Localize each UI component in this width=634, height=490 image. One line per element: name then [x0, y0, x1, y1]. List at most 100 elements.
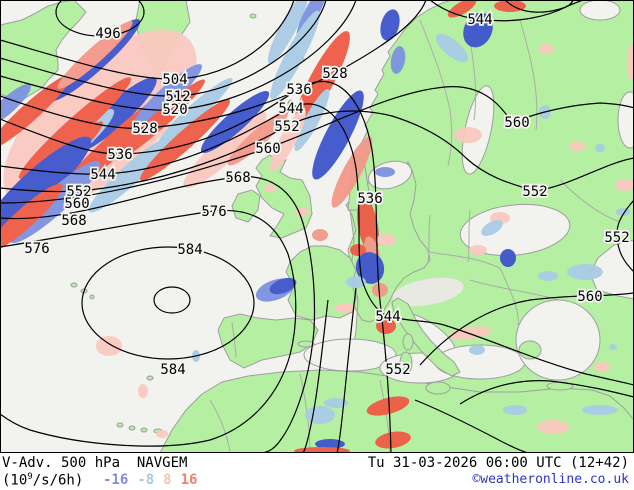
- advection-patch: [0, 136, 92, 234]
- advection-patch: [350, 244, 366, 256]
- sardinia: [399, 351, 413, 375]
- border-morocco-algeria: [209, 399, 231, 453]
- contour-label-544: 544: [278, 101, 303, 117]
- legend-value-16: 16: [180, 472, 198, 488]
- contour-576-east: [414, 399, 529, 453]
- advection-patch: [503, 405, 527, 415]
- italy: [391, 297, 461, 377]
- advection-patch: [447, 0, 477, 18]
- contour-584: [81, 246, 255, 360]
- advection-patch: [335, 303, 355, 313]
- advection-patch: [595, 144, 605, 152]
- advection-patch: [380, 9, 400, 41]
- advection-patch: [200, 90, 270, 154]
- advection-patch: [469, 345, 485, 355]
- model-label: NAVGEM: [136, 455, 188, 471]
- advection-patch: [538, 271, 558, 281]
- advection-patch: [312, 229, 328, 241]
- lake-region: [617, 91, 634, 149]
- contour-label-544: 544: [375, 309, 400, 325]
- jan-mayen: [249, 13, 257, 19]
- border-central: [429, 251, 501, 269]
- aegean-sea: [515, 299, 601, 381]
- contour-label-552: 552: [385, 362, 410, 378]
- advection-patch: [538, 44, 554, 54]
- contour-560-south: [302, 299, 329, 453]
- advection-patch: [567, 264, 603, 280]
- advection-patch: [627, 44, 634, 80]
- contour-label-536: 536: [286, 82, 311, 98]
- copyright-link[interactable]: ©weatheronline.co.uk: [472, 472, 629, 487]
- madeira: [146, 375, 154, 381]
- advection-patch: [463, 12, 493, 48]
- contour-496: [55, 0, 145, 37]
- advection-patch: [295, 207, 309, 217]
- advection-patch: [481, 220, 503, 236]
- advection-patch: [390, 46, 406, 74]
- advection-patch: [156, 430, 168, 438]
- advection-patch: [346, 276, 366, 288]
- color-scale-legend: -16 -8 8 16: [103, 472, 206, 488]
- contour-552: [0, 110, 634, 193]
- advection-patch: [376, 234, 396, 246]
- advection-patch: [312, 90, 364, 180]
- baltic-sea: [459, 203, 571, 257]
- advection-patch: [115, 79, 205, 161]
- contour-label-576: 576: [201, 204, 226, 220]
- sicily: [425, 381, 451, 395]
- advection-patch: [0, 84, 31, 126]
- advection-patch: [537, 420, 569, 434]
- contour-576: [0, 209, 297, 447]
- footer-row-1: V-Adv. 500 hPa NAVGEM Tu 31-03-2026 06:0…: [0, 455, 634, 472]
- contour-label-568: 568: [61, 213, 86, 229]
- advection-patch: [324, 398, 348, 408]
- contour-label-552: 552: [274, 119, 299, 135]
- footer-row-2: (109/s/6h) -16 -8 8 16 ©weatheronline.co.uk: [0, 472, 634, 489]
- advection-patch: [454, 127, 482, 143]
- advection-patch: [305, 406, 335, 424]
- advection-patch: [375, 431, 411, 449]
- alps: [392, 277, 464, 307]
- advection-patch: [96, 336, 122, 356]
- units-label: (109/s/6h): [2, 472, 84, 489]
- contour-label-568: 568: [225, 170, 250, 186]
- chart-title: V-Adv. 500 hPa NAVGEM: [2, 455, 187, 471]
- contour-label-496: 496: [95, 26, 120, 42]
- advection-patch: [267, 0, 309, 64]
- advection-patch: [157, 78, 233, 146]
- contour-labels-layer: 4965045125205285285365365365445445445445…: [23, 10, 632, 380]
- contour-536-arc: [504, 0, 574, 13]
- contour-552-south: [336, 287, 357, 453]
- contour-label-560: 560: [504, 115, 529, 131]
- contour-504: [0, 0, 295, 80]
- canary-2: [128, 425, 136, 431]
- canary-3: [140, 427, 148, 433]
- advection-patch: [615, 179, 634, 191]
- contour-label-544: 544: [467, 12, 492, 28]
- contour-label-504: 504: [162, 72, 187, 88]
- azores-1: [70, 282, 78, 288]
- contour-label-512: 512: [165, 89, 190, 105]
- contour-label-584: 584: [177, 242, 202, 258]
- advection-patch: [57, 21, 133, 89]
- advection-patch: [88, 137, 172, 213]
- border-norway-sweden: [419, 19, 453, 167]
- legend-value--16: -16: [103, 472, 129, 488]
- advection-patch: [183, 112, 267, 188]
- contour-label-536: 536: [107, 147, 132, 163]
- peloponnese: [518, 340, 542, 360]
- contour-544: [0, 103, 634, 386]
- contour-560-balkan: [419, 292, 634, 366]
- contour-label-560: 560: [64, 196, 89, 212]
- contour-568: [0, 176, 316, 453]
- border-russia-ukraine: [559, 179, 621, 223]
- great-britain: [255, 154, 313, 239]
- contour-label-552: 552: [66, 184, 91, 200]
- contour-label-536: 536: [357, 191, 382, 207]
- corsica: [402, 333, 414, 351]
- contour-520: [0, 0, 357, 111]
- advection-patch: [609, 344, 617, 350]
- contour-label-560: 560: [577, 289, 602, 305]
- advection-patch: [375, 167, 395, 177]
